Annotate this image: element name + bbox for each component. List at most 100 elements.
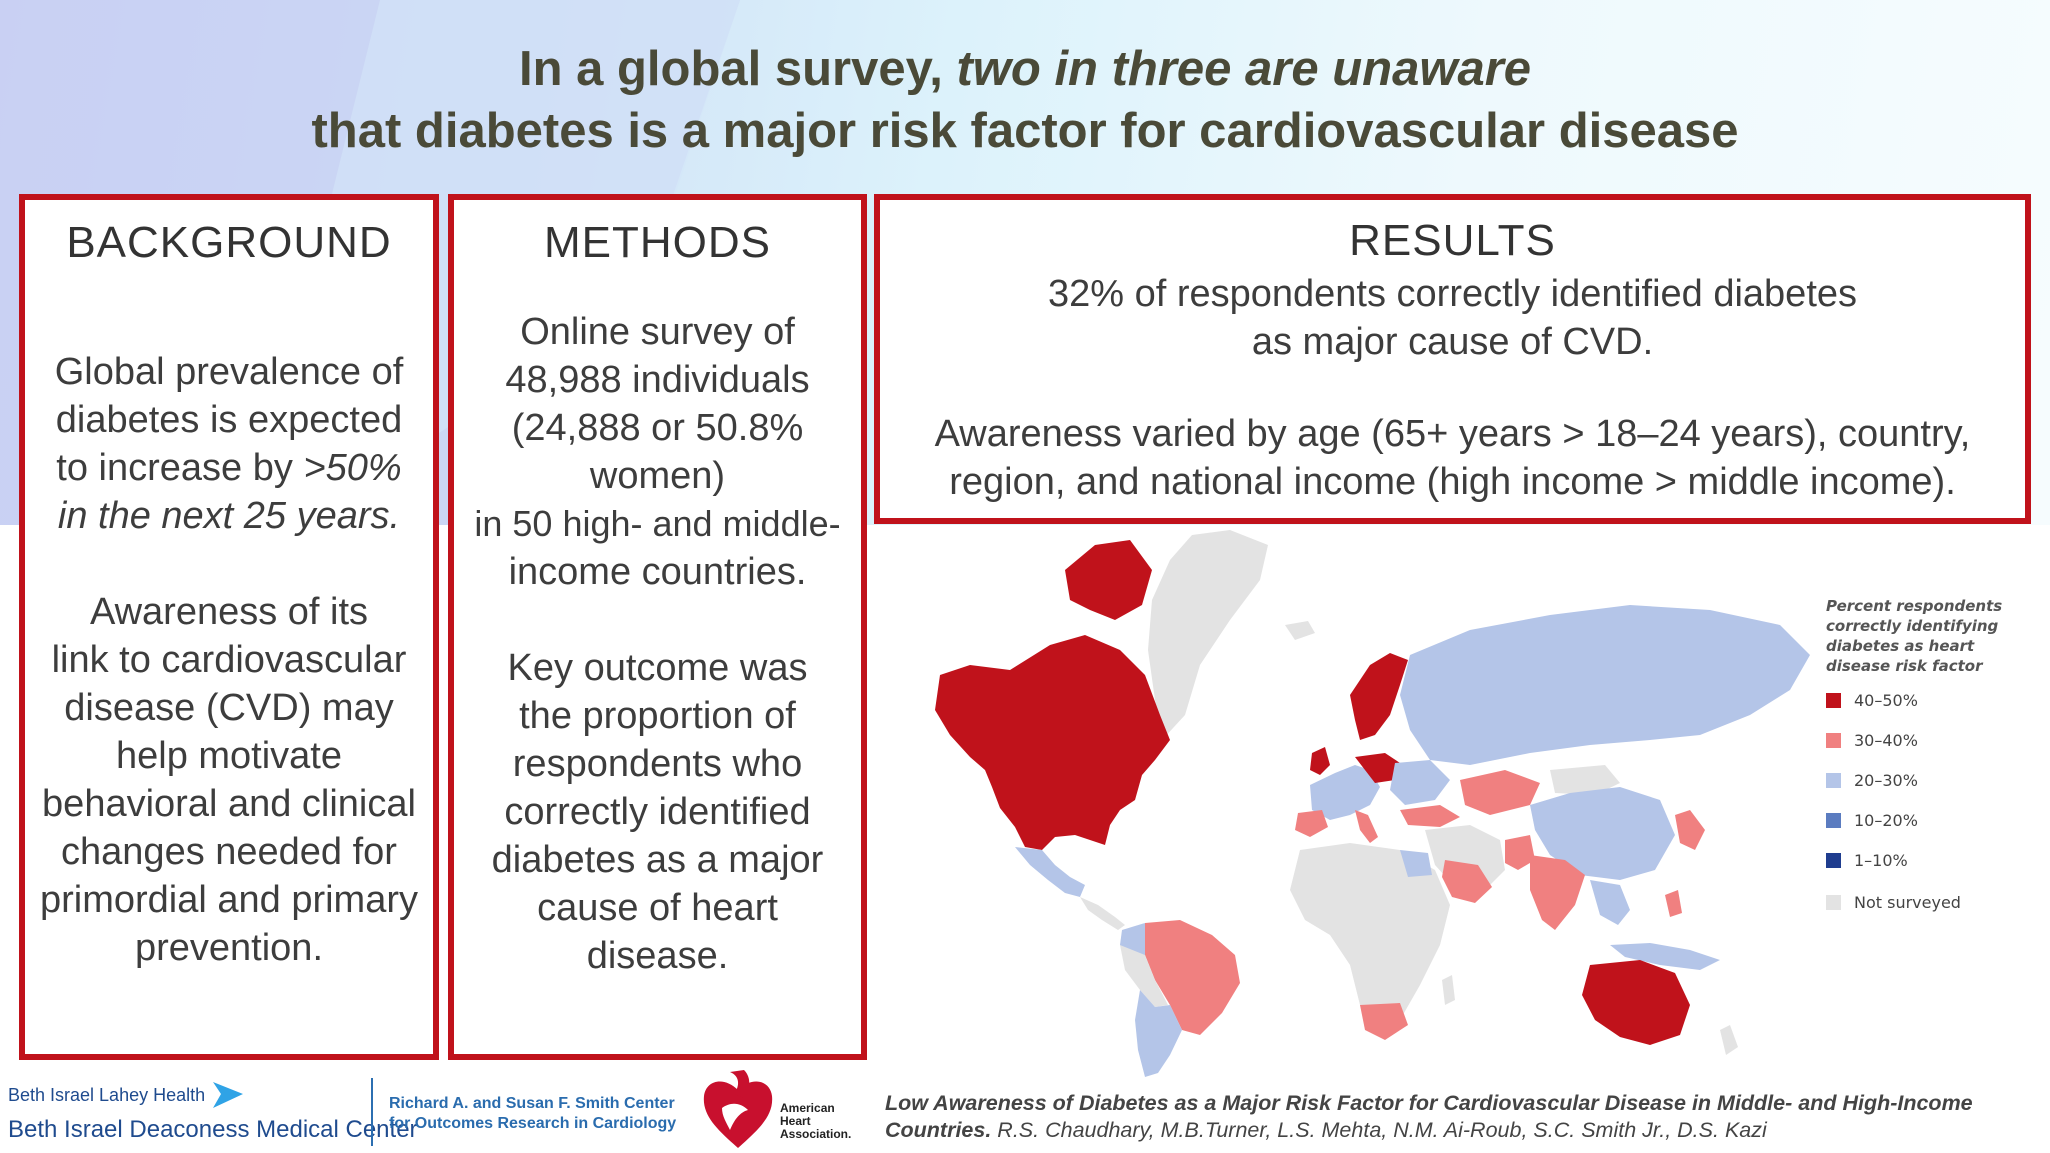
background-p1-line: to increase by [56, 447, 304, 489]
smith-line: for Outcomes Research in Cardiology [389, 1115, 677, 1132]
map-western-europe [1310, 765, 1380, 820]
map-china [1530, 787, 1675, 880]
map-canada-islands [1065, 540, 1152, 620]
map-kazakhstan [1460, 770, 1540, 815]
legend-title-line: disease risk factor [1826, 657, 1983, 675]
legend-label: Not surveyed [1854, 892, 1961, 912]
citation: Low Awareness of Diabetes as a Major Ris… [885, 1090, 2035, 1144]
legend-swatch [1826, 692, 1841, 708]
methods-p1-line: (24,888 or 50.8% [511, 407, 804, 449]
bilh-small-text: Beth Israel Lahey Health [8, 1084, 206, 1105]
legend-item: Not surveyed [1826, 891, 1961, 913]
map-south-africa [1360, 1003, 1408, 1040]
legend-item: 20–30% [1826, 769, 1918, 791]
map-turkey [1400, 805, 1460, 827]
map-japan-korea [1675, 810, 1705, 850]
aha-line: American [780, 1101, 835, 1115]
smith-line: Richard A. and Susan F. Smith Center [389, 1095, 675, 1112]
map-africa [1290, 843, 1450, 1030]
background-p1-line: diabetes is expected [55, 399, 403, 441]
legend-label: 20–30% [1854, 770, 1918, 790]
map-iberia [1295, 810, 1328, 837]
background-p1-emphasis: in the next 25 years. [57, 495, 401, 537]
map-australia [1582, 960, 1690, 1045]
background-heading: BACKGROUND [66, 218, 392, 267]
map-uk [1310, 747, 1330, 775]
legend-title-line: correctly identifying [1826, 617, 1999, 635]
methods-paragraph-1: Online survey of 48,988 individuals (24,… [454, 308, 861, 596]
legend-swatch [1826, 732, 1841, 748]
map-indonesia [1610, 943, 1720, 970]
page-title: In a global survey, two in three are una… [0, 38, 2050, 162]
title-line2: that diabetes is a major risk factor for… [311, 104, 1739, 158]
aha-line: Association. [780, 1127, 852, 1141]
background-panel: BACKGROUND Global prevalence of diabetes… [19, 194, 439, 1060]
map-egypt [1400, 850, 1432, 877]
background-p2-line: changes needed for [61, 831, 397, 873]
background-p1-emphasis: >50% [303, 447, 402, 489]
methods-p1-line: 48,988 individuals [505, 359, 810, 401]
aha-heart-logo [703, 1070, 773, 1148]
results-heading: RESULTS [1349, 216, 1556, 265]
legend-item: 30–40% [1826, 729, 1918, 751]
background-p2-line: Awareness of its [89, 591, 369, 633]
legend-title-line: Percent respondents [1826, 597, 2003, 615]
aha-wordmark: American Heart Association. [780, 1102, 851, 1141]
background-paragraph-1: Global prevalence of diabetes is expecte… [25, 348, 433, 540]
methods-p2-line: cause of heart [537, 887, 778, 929]
map-russia [1400, 605, 1810, 765]
methods-p2-line: Key outcome was [507, 647, 808, 689]
map-italy [1355, 810, 1378, 843]
background-p2-line: disease (CVD) may [64, 687, 394, 729]
background-p2-line: behavioral and clinical [42, 783, 416, 825]
legend-item: 40–50% [1826, 689, 1918, 711]
map-scandinavia [1350, 653, 1408, 740]
world-map [935, 530, 1810, 1077]
legend-label: 40–50% [1854, 690, 1918, 710]
legend-title-line: diabetes as heart [1826, 637, 1975, 655]
methods-p1-line: women) [589, 455, 726, 497]
results-p2-line: region, and national income (high income… [949, 461, 1956, 503]
map-brazil [1145, 920, 1240, 1035]
results-paragraph-2: Awareness varied by age (65+ years > 18–… [880, 410, 2025, 506]
background-p2-line: prevention. [134, 927, 323, 969]
legend-swatch [1826, 812, 1841, 828]
background-p2-line: primordial and primary [39, 879, 418, 921]
map-philippines [1665, 890, 1682, 917]
results-p1-line: as major cause of CVD. [1251, 321, 1654, 363]
map-new-zealand [1720, 1025, 1738, 1055]
bidmc-name: Beth Israel Deaconess Medical Center [8, 1116, 418, 1143]
legend-label: 30–40% [1854, 730, 1918, 750]
legend-swatch [1826, 894, 1841, 910]
map-peru-bolivia [1120, 945, 1168, 1007]
methods-p1-line: in 50 high- and middle- [474, 503, 841, 544]
title-line1-emphasis: two in three are unaware [956, 42, 1532, 96]
methods-heading: METHODS [544, 218, 771, 267]
legend-title: Percent respondents correctly identifyin… [1826, 596, 2036, 676]
map-india [1530, 855, 1585, 930]
background-p1-line: Global prevalence of [54, 351, 404, 393]
methods-p1-line: income countries. [508, 551, 807, 593]
logo-divider [371, 1078, 373, 1146]
map-central-europe [1355, 753, 1400, 783]
smith-center-logo: Richard A. and Susan F. Smith Center for… [389, 1094, 676, 1134]
legend-item: 1–10% [1826, 849, 1908, 871]
map-pakistan [1505, 835, 1535, 870]
map-iceland [1285, 621, 1315, 640]
methods-p1-line: Online survey of [520, 311, 795, 353]
citation-authors: R.S. Chaudhary, M.B.Turner, L.S. Mehta, … [991, 1118, 1767, 1142]
results-paragraph-1: 32% of respondents correctly identified … [880, 270, 2025, 366]
methods-p2-line: the proportion of [519, 695, 796, 737]
methods-p2-line: diabetes as a major [491, 839, 824, 881]
map-north-america [935, 635, 1170, 850]
map-central-america [1080, 897, 1125, 930]
map-chile-argentina [1135, 990, 1182, 1077]
legend-item: 10–20% [1826, 809, 1918, 831]
methods-p2-line: respondents who [512, 743, 803, 785]
results-p2-line: Awareness varied by age (65+ years > 18–… [934, 413, 1971, 455]
results-p1-line: 32% of respondents correctly identified … [1047, 273, 1858, 315]
map-legend: Percent respondents correctly identifyin… [1826, 596, 2036, 912]
background-p2-line: help motivate [115, 735, 342, 777]
aha-line: Heart [780, 1114, 811, 1128]
methods-p2-line: correctly identified [504, 791, 811, 833]
